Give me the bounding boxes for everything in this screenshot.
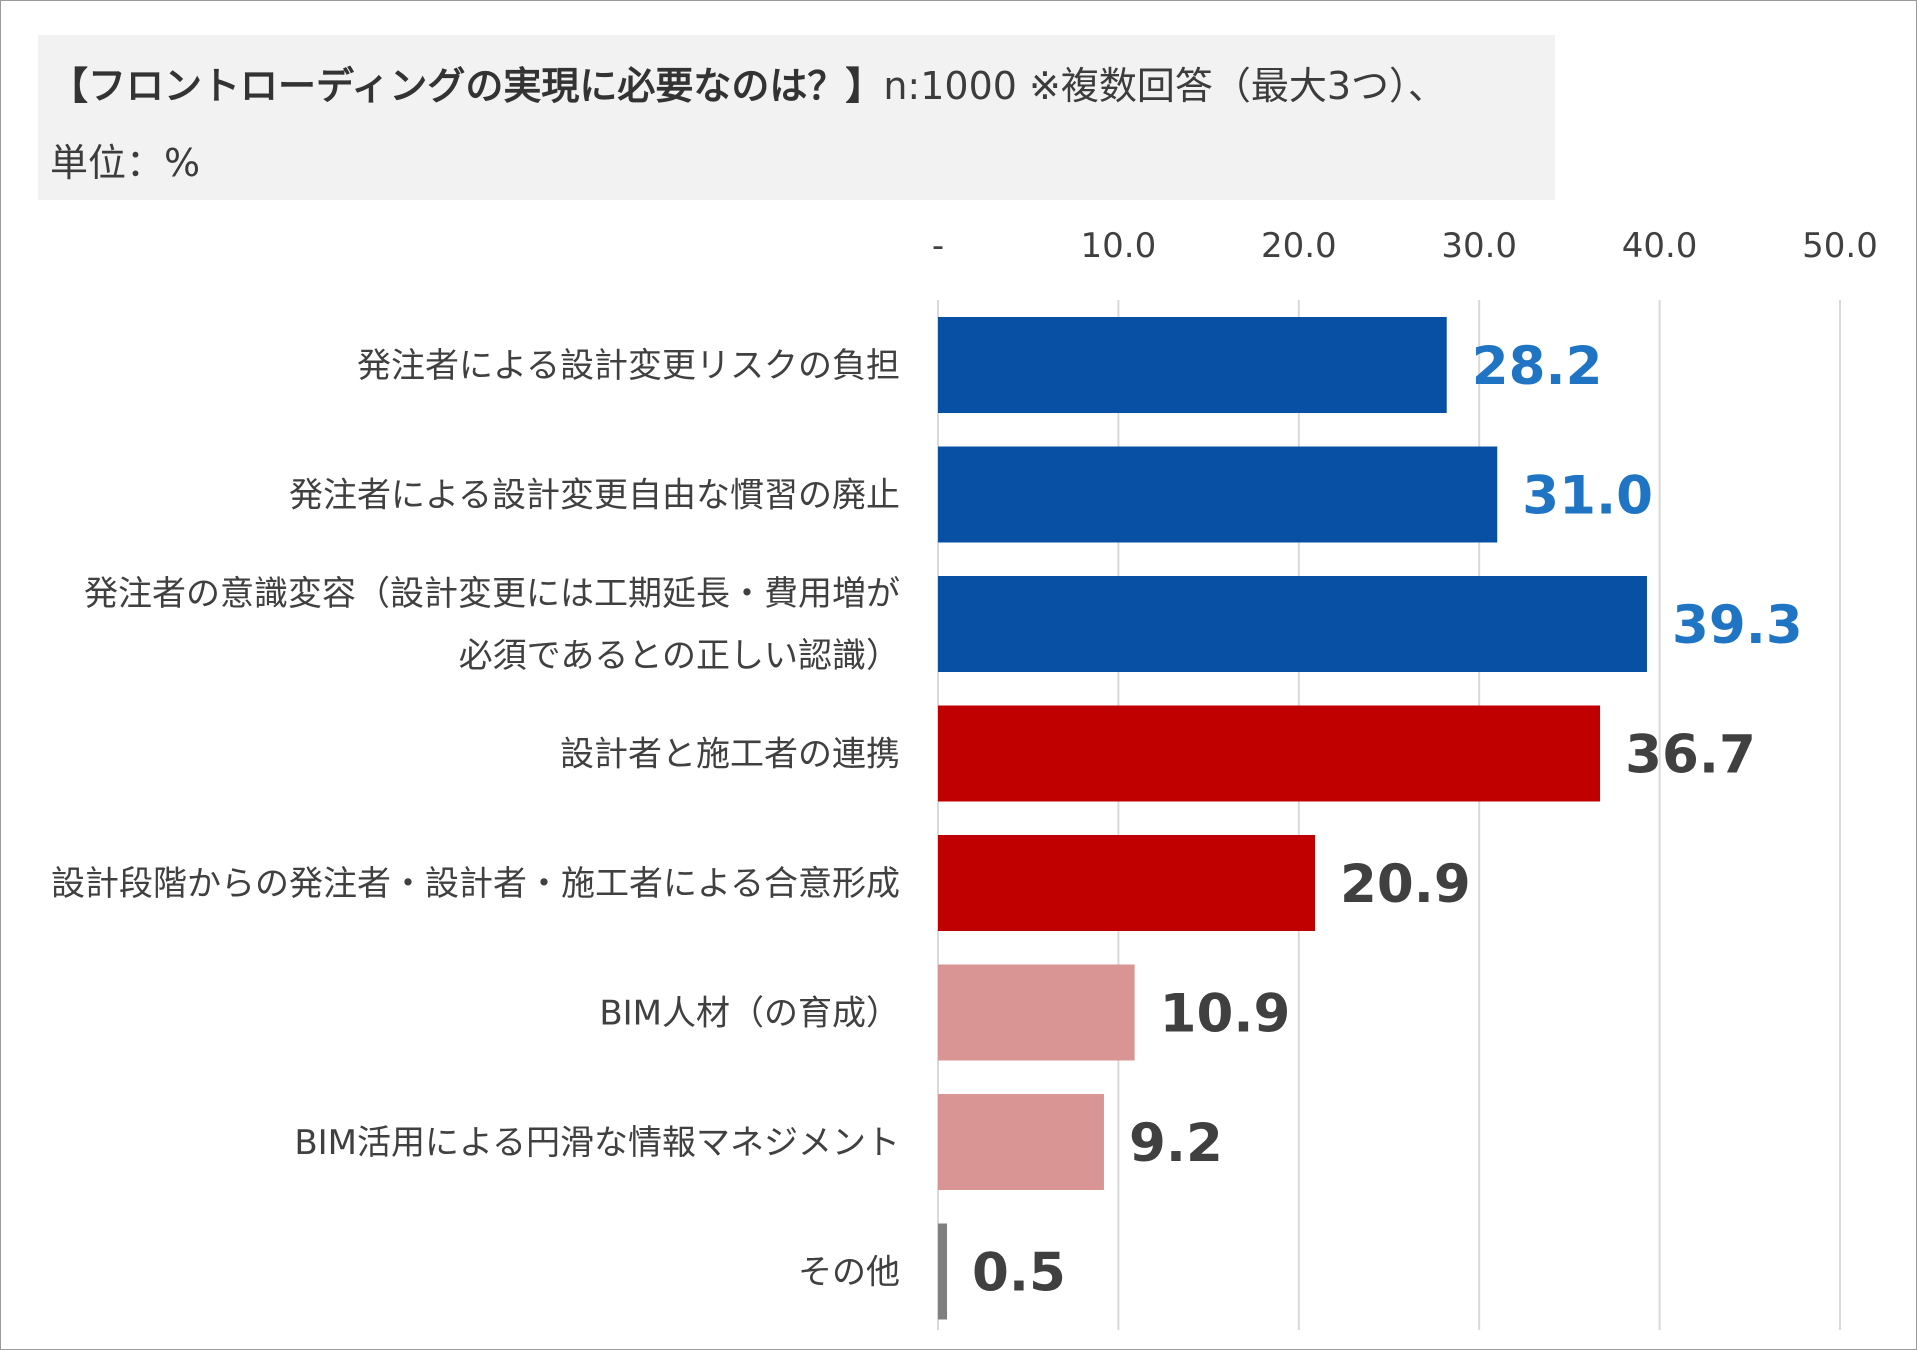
value-label: 0.5 xyxy=(972,1243,1066,1304)
category-label: その他 xyxy=(798,1253,900,1293)
value-label: 10.9 xyxy=(1160,984,1291,1045)
category-label: BIM活用による円滑な情報マネジメント xyxy=(294,1123,900,1163)
category-label: BIM人材（の育成） xyxy=(599,994,900,1034)
bar xyxy=(938,835,1316,931)
value-label: 20.9 xyxy=(1340,854,1471,915)
x-tick-label: 40.0 xyxy=(1622,226,1698,266)
bar xyxy=(938,705,1601,802)
chart-title-line-1: 【フロントローディングの実現に必要なのは？】n:1000 ※複数回答（最大3つ）… xyxy=(50,55,1446,110)
category-label: 設計段階からの発注者・設計者・施工者による合意形成 xyxy=(51,864,900,904)
bar xyxy=(938,1223,948,1320)
value-label: 36.7 xyxy=(1625,725,1756,786)
category-label: 設計者と施工者の連携 xyxy=(560,735,900,775)
value-label: 39.3 xyxy=(1672,595,1803,656)
x-tick-label: 20.0 xyxy=(1261,226,1337,266)
x-tick-label: 30.0 xyxy=(1441,226,1517,266)
bar xyxy=(938,964,1135,1061)
bar xyxy=(938,576,1647,672)
category-label: 発注者による設計変更リスクの負担 xyxy=(357,346,900,386)
category-label: 発注者の意識変容（設計変更には工期延長・費用増が xyxy=(84,574,900,614)
x-tick-label: 50.0 xyxy=(1802,226,1878,266)
value-label: 31.0 xyxy=(1522,466,1653,527)
chart-title-bold: 【フロントローディングの実現に必要なのは？】 xyxy=(50,64,884,108)
category-label: 必須であるとの正しい認識） xyxy=(459,636,900,676)
x-tick-label: - xyxy=(932,226,944,266)
chart-title-line-2: 単位：% xyxy=(50,141,201,185)
x-tick-label: 10.0 xyxy=(1081,226,1157,266)
value-label: 9.2 xyxy=(1129,1113,1223,1174)
bar xyxy=(938,317,1447,413)
bar xyxy=(938,446,1498,543)
chart-title-box: 【フロントローディングの実現に必要なのは？】n:1000 ※複数回答（最大3つ）… xyxy=(38,35,1555,200)
bar xyxy=(938,1094,1104,1190)
category-label: 発注者による設計変更自由な慣習の廃止 xyxy=(289,476,900,516)
chart-title-rest: n:1000 ※複数回答（最大3つ）、 xyxy=(883,64,1447,108)
value-label: 28.2 xyxy=(1472,336,1603,397)
